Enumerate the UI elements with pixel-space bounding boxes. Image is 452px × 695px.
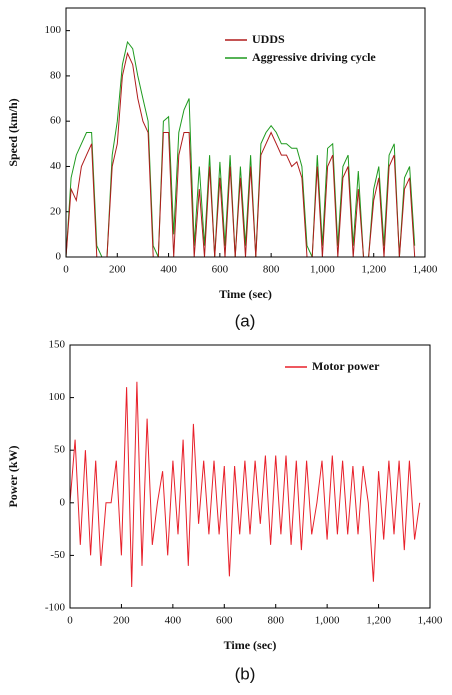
x-tick-label: 200 bbox=[109, 264, 126, 276]
y-tick-label: 0 bbox=[56, 251, 62, 263]
y-tick-label: -100 bbox=[45, 602, 66, 614]
x-tick-label: 1,400 bbox=[413, 264, 438, 276]
x-tick-label: 0 bbox=[63, 264, 69, 276]
caption: (a) bbox=[235, 311, 256, 330]
y-tick-label: 40 bbox=[50, 160, 62, 172]
y-tick-label: 60 bbox=[50, 115, 62, 127]
x-tick-label: 800 bbox=[263, 264, 280, 276]
y-tick-label: 80 bbox=[50, 69, 62, 81]
x-axis-label: Time (sec) bbox=[219, 287, 272, 301]
x-tick-label: 1,400 bbox=[418, 615, 443, 627]
caption: (b) bbox=[235, 664, 256, 683]
x-tick-label: 1,000 bbox=[310, 264, 335, 276]
x-tick-label: 400 bbox=[160, 264, 177, 276]
y-tick-label: 150 bbox=[49, 339, 66, 351]
y-tick-label: 20 bbox=[50, 205, 62, 217]
x-tick-label: 1,000 bbox=[315, 615, 340, 627]
x-tick-label: 0 bbox=[67, 615, 73, 627]
x-tick-label: 600 bbox=[212, 264, 229, 276]
y-tick-label: 100 bbox=[49, 391, 66, 403]
series-line bbox=[65, 40, 416, 258]
plot-frame bbox=[69, 344, 431, 609]
x-tick-label: 800 bbox=[267, 615, 284, 627]
x-axis-label: Time (sec) bbox=[224, 638, 277, 652]
series-line bbox=[65, 51, 416, 258]
y-tick-label: 0 bbox=[60, 496, 66, 508]
legend-label: UDDS bbox=[252, 32, 285, 46]
x-tick-label: 600 bbox=[216, 615, 233, 627]
y-tick-label: 50 bbox=[54, 444, 66, 456]
series-line bbox=[69, 381, 421, 588]
plot-frame bbox=[65, 7, 426, 258]
x-tick-label: 400 bbox=[165, 615, 182, 627]
legend-label: Aggressive driving cycle bbox=[252, 50, 376, 64]
y-axis-label: Speed (km/h) bbox=[6, 98, 20, 166]
y-tick-label: -50 bbox=[50, 549, 65, 561]
y-axis-label: Power (kW) bbox=[6, 445, 20, 507]
x-tick-label: 200 bbox=[113, 615, 130, 627]
x-tick-label: 1,200 bbox=[366, 615, 391, 627]
y-tick-label: 100 bbox=[45, 24, 62, 36]
x-tick-label: 1,200 bbox=[361, 264, 386, 276]
legend-label: Motor power bbox=[312, 359, 380, 373]
